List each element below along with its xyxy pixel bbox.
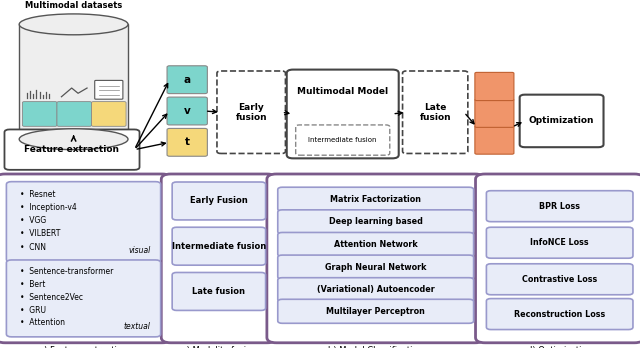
Text: •  Inception-v4: • Inception-v4 <box>20 203 77 212</box>
Text: Graph Neural Network: Graph Neural Network <box>325 263 426 271</box>
FancyBboxPatch shape <box>475 126 514 154</box>
Text: •  Sentence-transformer: • Sentence-transformer <box>20 267 114 276</box>
Text: Late fusion: Late fusion <box>193 287 245 296</box>
Text: •  Bert: • Bert <box>20 280 46 289</box>
Text: v: v <box>184 106 191 116</box>
Text: a: a <box>184 75 191 85</box>
FancyBboxPatch shape <box>475 99 514 127</box>
FancyBboxPatch shape <box>475 72 514 101</box>
Text: a) Feature extraction: a) Feature extraction <box>39 346 128 348</box>
Text: Intermediate fusion: Intermediate fusion <box>172 242 266 251</box>
Text: d) Optimization: d) Optimization <box>527 346 592 348</box>
Text: Multilayer Perceptron: Multilayer Perceptron <box>326 307 425 316</box>
FancyBboxPatch shape <box>217 71 285 153</box>
FancyBboxPatch shape <box>167 97 207 125</box>
FancyBboxPatch shape <box>287 70 399 158</box>
FancyBboxPatch shape <box>167 128 207 156</box>
FancyBboxPatch shape <box>0 174 172 343</box>
FancyBboxPatch shape <box>278 232 474 256</box>
Text: t: t <box>185 137 189 147</box>
FancyBboxPatch shape <box>161 174 276 343</box>
Text: Late
fusion: Late fusion <box>419 103 451 122</box>
Polygon shape <box>19 24 128 139</box>
Ellipse shape <box>19 129 128 150</box>
FancyBboxPatch shape <box>167 66 207 94</box>
Text: Optimization: Optimization <box>529 117 595 125</box>
FancyBboxPatch shape <box>278 210 474 234</box>
Text: Multimodal datasets: Multimodal datasets <box>25 1 122 10</box>
FancyBboxPatch shape <box>92 102 126 126</box>
Text: b) Model Classification: b) Model Classification <box>328 346 423 348</box>
FancyBboxPatch shape <box>278 278 474 302</box>
Text: Early
fusion: Early fusion <box>236 103 267 122</box>
FancyBboxPatch shape <box>278 255 474 279</box>
Text: InfoNCE Loss: InfoNCE Loss <box>531 238 589 247</box>
Text: Intermediate fusion: Intermediate fusion <box>308 137 377 143</box>
Ellipse shape <box>19 14 128 35</box>
FancyBboxPatch shape <box>172 272 266 310</box>
Text: •  VGG: • VGG <box>20 216 47 225</box>
FancyBboxPatch shape <box>172 182 266 220</box>
Text: Early Fusion: Early Fusion <box>190 197 248 205</box>
Text: •  CNN: • CNN <box>20 243 47 252</box>
FancyBboxPatch shape <box>22 102 57 126</box>
FancyBboxPatch shape <box>486 299 633 330</box>
FancyBboxPatch shape <box>6 182 161 262</box>
Text: •  Resnet: • Resnet <box>20 190 56 199</box>
FancyBboxPatch shape <box>57 102 92 126</box>
Text: textual: textual <box>124 322 150 331</box>
Text: •  Attention: • Attention <box>20 318 65 327</box>
Text: Matrix Factorization: Matrix Factorization <box>330 195 421 204</box>
Text: Deep learning based: Deep learning based <box>329 218 422 226</box>
FancyBboxPatch shape <box>267 174 484 343</box>
Text: Multimodal Model: Multimodal Model <box>297 87 388 96</box>
FancyBboxPatch shape <box>6 260 161 337</box>
Text: •  Sentence2Vec: • Sentence2Vec <box>20 293 83 302</box>
FancyBboxPatch shape <box>4 129 140 170</box>
FancyBboxPatch shape <box>278 187 474 211</box>
Text: •  GRU: • GRU <box>20 306 47 315</box>
FancyBboxPatch shape <box>486 264 633 295</box>
FancyBboxPatch shape <box>520 95 604 147</box>
Text: Contrastive Loss: Contrastive Loss <box>522 275 597 284</box>
FancyBboxPatch shape <box>476 174 640 343</box>
FancyBboxPatch shape <box>296 125 390 155</box>
Text: •  VILBERT: • VILBERT <box>20 229 61 238</box>
Text: c) Modality fusion: c) Modality fusion <box>182 346 256 348</box>
Text: (Variational) Autoencoder: (Variational) Autoencoder <box>317 285 435 294</box>
FancyBboxPatch shape <box>486 191 633 222</box>
Text: BPR Loss: BPR Loss <box>539 202 580 211</box>
FancyBboxPatch shape <box>486 227 633 258</box>
FancyBboxPatch shape <box>278 299 474 323</box>
Text: visual: visual <box>128 246 150 255</box>
FancyBboxPatch shape <box>403 71 468 153</box>
Text: Feature extraction: Feature extraction <box>24 145 120 154</box>
Text: Reconstruction Loss: Reconstruction Loss <box>514 310 605 318</box>
FancyBboxPatch shape <box>95 80 123 99</box>
FancyBboxPatch shape <box>172 227 266 265</box>
Text: Attention Network: Attention Network <box>334 240 417 249</box>
